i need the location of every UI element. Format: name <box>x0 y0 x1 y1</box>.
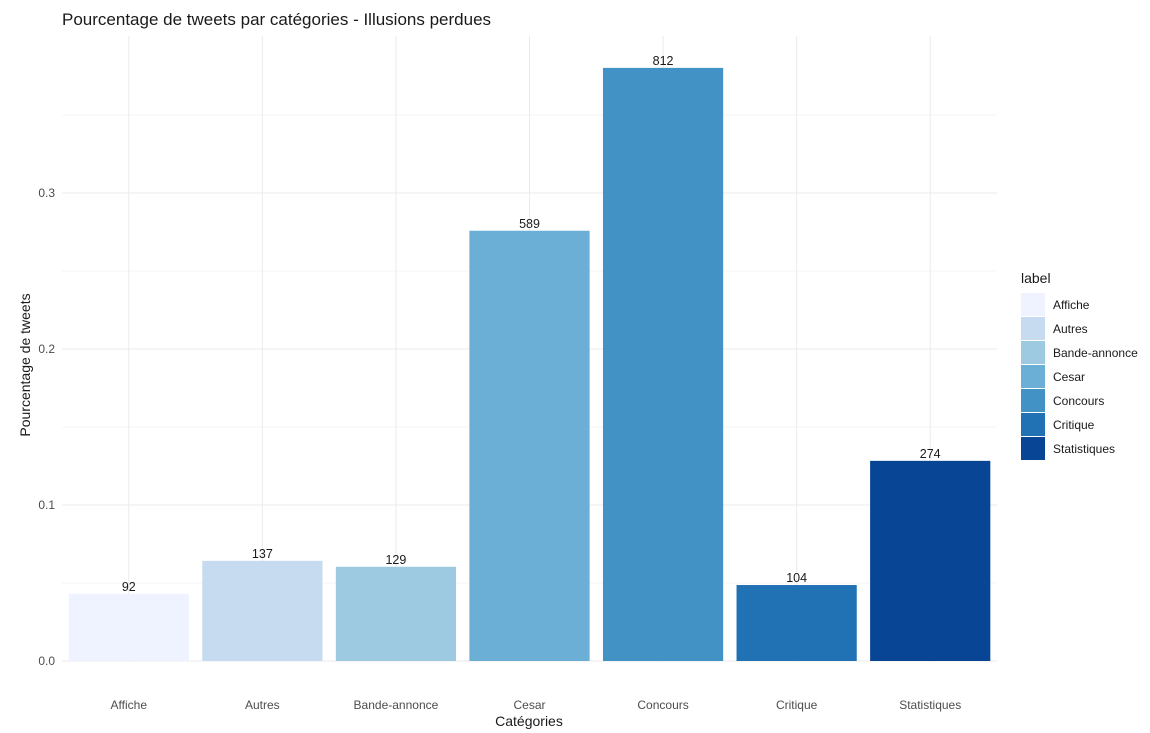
legend-key <box>1021 293 1045 316</box>
legend-key <box>1021 413 1045 436</box>
y-tick-label: 0.1 <box>38 498 55 512</box>
legend-label: Critique <box>1053 418 1095 432</box>
y-tick-label: 0.3 <box>38 186 55 200</box>
bar-bande-annonce <box>335 566 457 661</box>
bar-label: 104 <box>786 571 807 585</box>
legend-key <box>1021 389 1045 412</box>
x-tick-label: Critique <box>776 698 818 712</box>
legend-label: Concours <box>1053 394 1104 408</box>
bars <box>68 67 991 661</box>
y-tick-label: 0.2 <box>38 342 55 356</box>
bar-label: 137 <box>252 547 273 561</box>
bar-statistiques <box>870 460 991 661</box>
x-tick-label: Statistiques <box>899 698 961 712</box>
legend: label Affiche Autres Bande-annonce Cesar Con… <box>1021 270 1138 460</box>
legend-label: Bande-annonce <box>1053 346 1138 360</box>
legend-label: Autres <box>1053 322 1088 336</box>
bar-label: 274 <box>920 447 941 461</box>
x-tick-label: Cesar <box>513 698 545 712</box>
bar-cesar <box>469 230 590 661</box>
x-tick-label: Concours <box>637 698 688 712</box>
bar-affiche <box>68 593 189 661</box>
x-tick-label: Autres <box>245 698 280 712</box>
x-axis-title: Catégories <box>495 713 563 729</box>
legend-items: Affiche Autres Bande-annonce Cesar Concours C… <box>1021 293 1138 460</box>
legend-key <box>1021 341 1045 364</box>
bar-label: 92 <box>122 580 136 594</box>
y-axis-title: Pourcentage de tweets <box>17 293 33 436</box>
legend-key <box>1021 365 1045 388</box>
chart-title: Pourcentage de tweets par catégories - I… <box>62 10 491 29</box>
bar-autres <box>202 560 323 661</box>
bar-label: 129 <box>385 553 406 567</box>
legend-label: Cesar <box>1053 370 1085 384</box>
bar-labels: 92 137 129 589 812 104 274 <box>122 54 941 594</box>
legend-key <box>1021 437 1045 460</box>
bar-label: 589 <box>519 217 540 231</box>
bar-concours <box>602 67 724 661</box>
y-axis-ticks: 0.0 0.1 0.2 0.3 <box>38 186 55 668</box>
y-tick-label: 0.0 <box>38 654 55 668</box>
bar-critique <box>736 585 857 661</box>
x-axis-ticks: Affiche Autres Bande-annonce Cesar Concours C… <box>111 698 962 712</box>
bar-label: 812 <box>653 54 674 68</box>
legend-label: Affiche <box>1053 298 1090 312</box>
legend-key <box>1021 317 1045 340</box>
legend-label: Statistiques <box>1053 442 1115 456</box>
legend-title: label <box>1021 270 1051 286</box>
x-tick-label: Bande-annonce <box>354 698 439 712</box>
x-tick-label: Affiche <box>111 698 148 712</box>
